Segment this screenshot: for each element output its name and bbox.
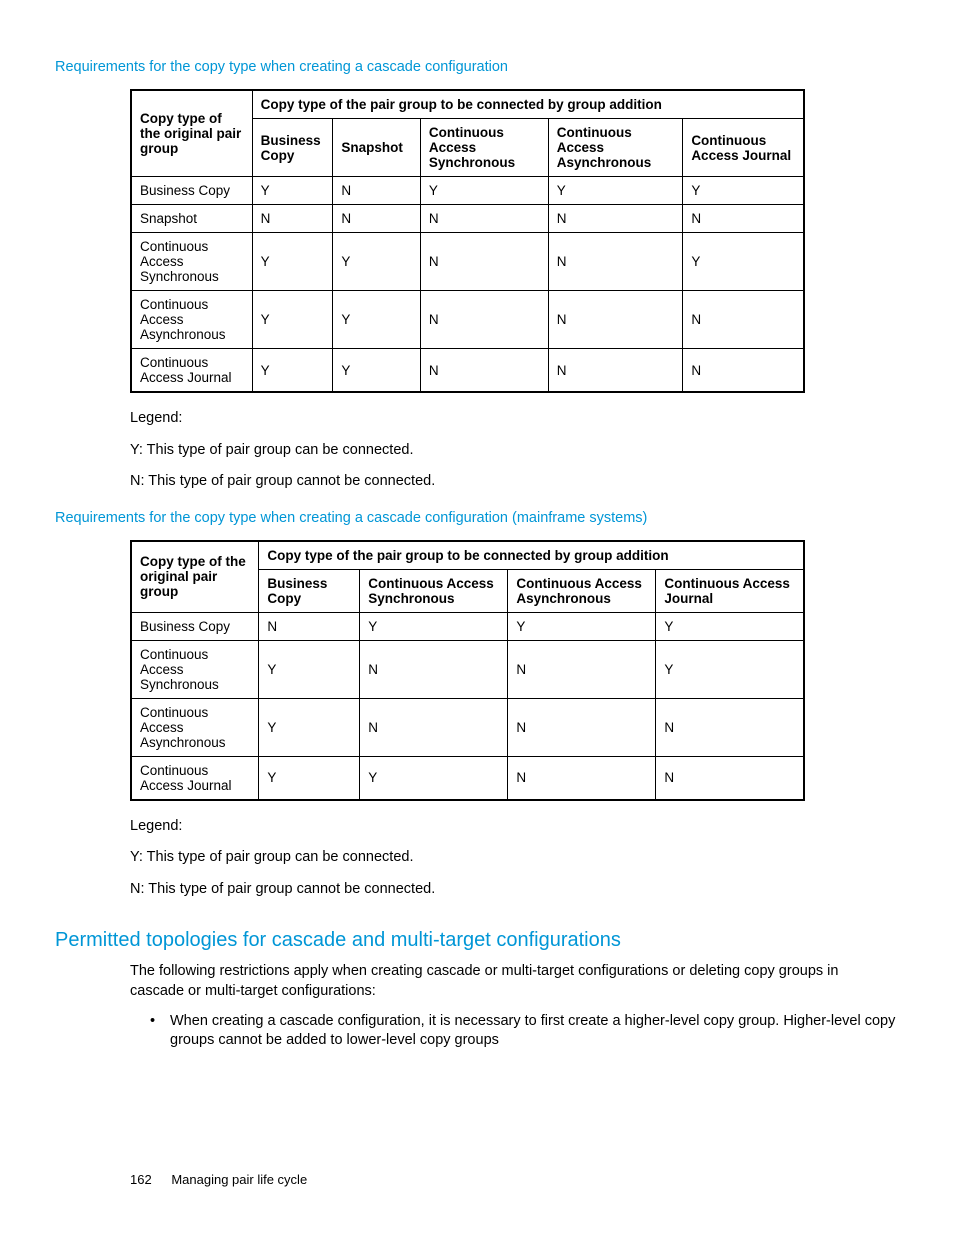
- table-row: Continuous Access Journal Y Y N N N: [131, 349, 804, 393]
- table1-col-0: Business Copy: [252, 119, 333, 177]
- table1-cell: N: [548, 349, 683, 393]
- table-row: Continuous Access Asynchronous Y Y N N N: [131, 291, 804, 349]
- table1-cell: Y: [252, 233, 333, 291]
- table1-row1-label: Snapshot: [131, 205, 252, 233]
- table2-cell: Y: [656, 640, 804, 698]
- page-footer: 162 Managing pair life cycle: [130, 1172, 307, 1187]
- table2-col-1: Continuous Access Synchronous: [360, 569, 508, 612]
- table2-cell: Y: [259, 756, 360, 800]
- legend-title: Legend:: [130, 817, 899, 837]
- table2-cell: Y: [508, 612, 656, 640]
- list-item: When creating a cascade configuration, i…: [150, 1012, 899, 1051]
- table2-cell: Y: [259, 640, 360, 698]
- heading-requirements-mainframe: Requirements for the copy type when crea…: [55, 510, 899, 526]
- table2-cell: N: [508, 756, 656, 800]
- table-copy-type-requirements-mainframe: Copy type of the original pair group Cop…: [130, 540, 805, 801]
- table-row: Continuous Access Synchronous Y Y N N Y: [131, 233, 804, 291]
- table1-col-1: Snapshot: [333, 119, 420, 177]
- table1-cell: N: [333, 177, 420, 205]
- table1-row3-label: Continuous Access Asynchronous: [131, 291, 252, 349]
- table1-cell: N: [683, 205, 804, 233]
- page: Requirements for the copy type when crea…: [0, 0, 954, 1235]
- table1-super-header: Copy type of the pair group to be connec…: [252, 90, 804, 119]
- table-row: Continuous Access Asynchronous Y N N N: [131, 698, 804, 756]
- section-intro-para: The following restrictions apply when cr…: [130, 962, 859, 1001]
- table2-cell: Y: [360, 756, 508, 800]
- table1-cell: N: [548, 205, 683, 233]
- legend-y: Y: This type of pair group can be connec…: [130, 848, 899, 868]
- table2-cell: N: [508, 640, 656, 698]
- table1-row2-label: Continuous Access Synchronous: [131, 233, 252, 291]
- page-number: 162: [130, 1172, 152, 1187]
- table1-row0-label: Business Copy: [131, 177, 252, 205]
- restrictions-list: When creating a cascade configuration, i…: [150, 1012, 899, 1051]
- table2-cell: N: [656, 698, 804, 756]
- table1-cell: N: [420, 349, 548, 393]
- legend-title: Legend:: [130, 409, 899, 429]
- table1-cell: N: [252, 205, 333, 233]
- table2-col-0: Business Copy: [259, 569, 360, 612]
- table1-cell: Y: [252, 291, 333, 349]
- table1-cell: Y: [333, 291, 420, 349]
- table2-col-2: Continuous Access Asynchronous: [508, 569, 656, 612]
- table-row: Business Copy Y N Y Y Y: [131, 177, 804, 205]
- legend-table1: Legend: Y: This type of pair group can b…: [130, 409, 899, 492]
- table1-cell: N: [683, 349, 804, 393]
- table1-cell: N: [683, 291, 804, 349]
- legend-y: Y: This type of pair group can be connec…: [130, 441, 899, 461]
- table2-col-3: Continuous Access Journal: [656, 569, 804, 612]
- table1-col-4: Continuous Access Journal: [683, 119, 804, 177]
- chapter-title: Managing pair life cycle: [171, 1172, 307, 1187]
- legend-table2: Legend: Y: This type of pair group can b…: [130, 817, 899, 900]
- table2-cell: N: [360, 698, 508, 756]
- table2-rowheader-title: Copy type of the original pair group: [131, 541, 259, 613]
- table1-cell: Y: [252, 177, 333, 205]
- table2-cell: Y: [656, 612, 804, 640]
- table1-cell: N: [548, 291, 683, 349]
- table1-cell: N: [333, 205, 420, 233]
- table1-cell: Y: [333, 233, 420, 291]
- table2-cell: N: [656, 756, 804, 800]
- table2-cell: N: [360, 640, 508, 698]
- table1-cell: Y: [333, 349, 420, 393]
- table2-row3-label: Continuous Access Journal: [131, 756, 259, 800]
- table-row: Business Copy N Y Y Y: [131, 612, 804, 640]
- table2-cell: Y: [360, 612, 508, 640]
- table2-row1-label: Continuous Access Synchronous: [131, 640, 259, 698]
- table2-row0-label: Business Copy: [131, 612, 259, 640]
- table1-rowheader-title: Copy type of the original pair group: [131, 90, 252, 177]
- table-row: Continuous Access Synchronous Y N N Y: [131, 640, 804, 698]
- table-copy-type-requirements: Copy type of the original pair group Cop…: [130, 89, 805, 393]
- heading-permitted-topologies: Permitted topologies for cascade and mul…: [55, 929, 899, 952]
- table1-cell: Y: [252, 349, 333, 393]
- table1-col-2: Continuous Access Synchronous: [420, 119, 548, 177]
- table-row: Snapshot N N N N N: [131, 205, 804, 233]
- table2-cell: Y: [259, 698, 360, 756]
- table2-cell: N: [508, 698, 656, 756]
- table2-cell: N: [259, 612, 360, 640]
- table-row: Continuous Access Journal Y Y N N: [131, 756, 804, 800]
- table1-cell: Y: [683, 177, 804, 205]
- table1-cell: Y: [683, 233, 804, 291]
- heading-requirements-copy-type: Requirements for the copy type when crea…: [55, 59, 899, 75]
- table1-row4-label: Continuous Access Journal: [131, 349, 252, 393]
- table1-cell: N: [420, 205, 548, 233]
- table1-cell: Y: [420, 177, 548, 205]
- table1-cell: N: [420, 233, 548, 291]
- table1-cell: N: [420, 291, 548, 349]
- table2-row2-label: Continuous Access Asynchronous: [131, 698, 259, 756]
- table1-cell: N: [548, 233, 683, 291]
- legend-n: N: This type of pair group cannot be con…: [130, 472, 899, 492]
- table1-cell: Y: [548, 177, 683, 205]
- legend-n: N: This type of pair group cannot be con…: [130, 880, 899, 900]
- table2-super-header: Copy type of the pair group to be connec…: [259, 541, 804, 570]
- table1-col-3: Continuous Access Asynchronous: [548, 119, 683, 177]
